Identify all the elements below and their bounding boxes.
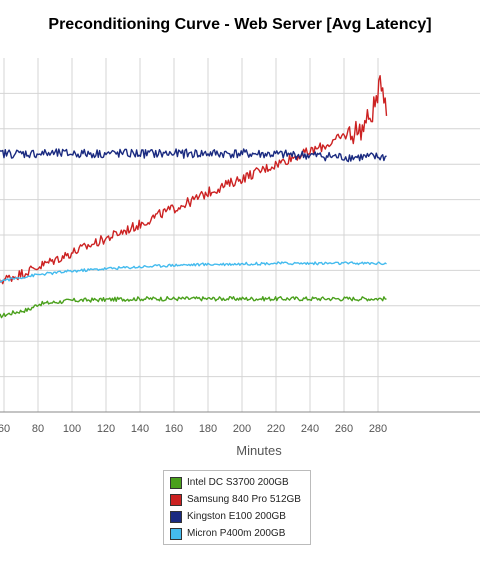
- x-tick-label: 200: [233, 423, 251, 435]
- series-line-intel-dc-s3700-200gb: [0, 296, 387, 319]
- chart-title: Preconditioning Curve - Web Server [Avg …: [48, 16, 432, 33]
- series-line-samsung-840-pro-512gb: [0, 74, 388, 285]
- legend-swatch: [170, 493, 182, 506]
- x-tick-label: 100: [63, 423, 81, 435]
- x-tick-label: 220: [267, 423, 285, 435]
- legend: Intel DC S3700 200GB Samsung 840 Pro 512G…: [163, 470, 311, 545]
- x-tick-label: 180: [199, 423, 217, 435]
- legend-label: Samsung 840 Pro 512GB: [187, 494, 301, 505]
- legend-label: Micron P400m 200GB: [187, 528, 286, 539]
- legend-label: Kingston E100 200GB: [187, 511, 286, 522]
- x-tick-label: 280: [369, 423, 387, 435]
- x-tick-label: 140: [131, 423, 149, 435]
- legend-swatch: [170, 527, 182, 540]
- x-tick-label: 240: [301, 423, 319, 435]
- grid-lines: [0, 58, 480, 413]
- series-lines: [0, 74, 388, 319]
- x-tick-label: 120: [97, 423, 115, 435]
- x-tick-label: 160: [165, 423, 183, 435]
- legend-item: Kingston E100 200GB: [170, 508, 304, 525]
- legend-label: Intel DC S3700 200GB: [187, 477, 289, 488]
- legend-item: Intel DC S3700 200GB: [170, 474, 304, 491]
- legend-swatch: [170, 476, 182, 489]
- legend-item: Micron P400m 200GB: [170, 525, 304, 542]
- x-tick-label: 80: [32, 423, 44, 435]
- x-axis-title: Minutes: [236, 443, 282, 458]
- x-tick-label: 260: [335, 423, 353, 435]
- x-tick-label: 60: [0, 423, 10, 435]
- x-tick-labels: 60 80 100 120 140 160 180 200 220 240 260 280: [0, 423, 387, 435]
- legend-swatch: [170, 510, 182, 523]
- series-line-kingston-e100-200gb: [0, 148, 387, 163]
- legend-item: Samsung 840 Pro 512GB: [170, 491, 304, 508]
- series-line-micron-p400m-200gb: [0, 261, 387, 283]
